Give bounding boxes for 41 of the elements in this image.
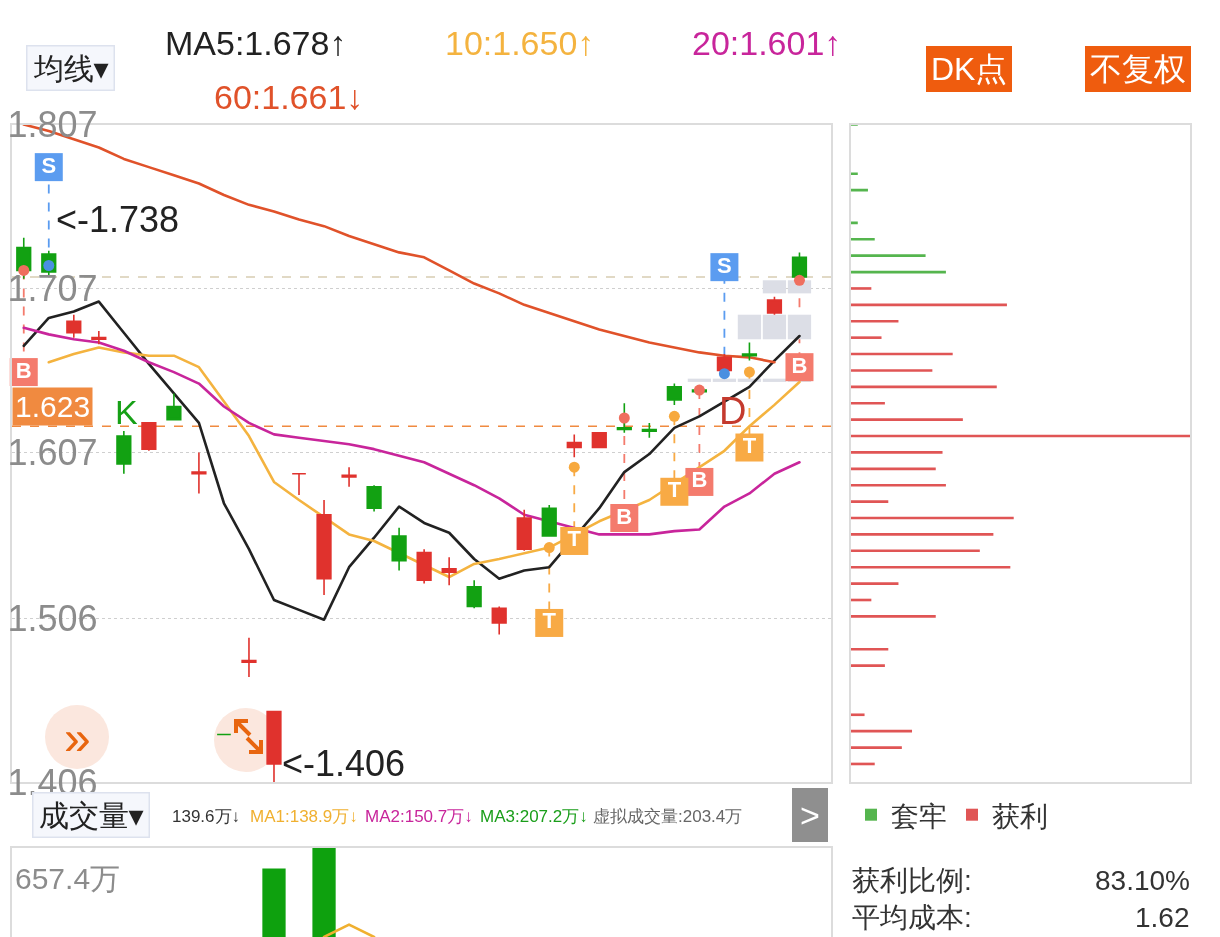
text: MA5:1.678↑ xyxy=(165,24,347,62)
annotation: 657.4万 xyxy=(15,862,121,895)
text: 平均成本: xyxy=(852,902,972,933)
data-label: B xyxy=(15,357,32,383)
data-label: B xyxy=(616,503,633,529)
y-tick-label: 1.607 xyxy=(7,432,98,474)
annotation: » xyxy=(64,711,91,764)
text: 虚拟成交量:203.4万 xyxy=(593,807,743,826)
data-label: T xyxy=(742,433,757,459)
text: 成交量▾ xyxy=(38,798,144,832)
data-label: T xyxy=(542,608,557,634)
data-label: S xyxy=(717,252,732,278)
text: 10:1.650↑ xyxy=(445,24,595,62)
data-label: S xyxy=(41,152,57,178)
y-tick-label: 1.807 xyxy=(7,104,98,146)
y-tick-label: 1.707 xyxy=(7,268,98,310)
legend-label: 套牢 xyxy=(891,800,947,832)
annotation: <-1.406 xyxy=(282,743,406,784)
text: 139.6万↓ xyxy=(172,807,241,826)
data-label: T xyxy=(567,526,582,552)
data-label: B xyxy=(791,352,808,378)
text: 83.10% xyxy=(1095,865,1190,896)
text: 不复权 xyxy=(1090,51,1186,87)
annotation: <-1.738 xyxy=(56,199,180,240)
legend-label: 获利 xyxy=(992,800,1048,832)
text: 1.62 xyxy=(1135,902,1190,933)
annotation: K xyxy=(115,393,138,431)
data-label: T xyxy=(667,477,682,503)
data-label: B xyxy=(691,467,708,493)
legend-label: MA3:207.2万↓ xyxy=(480,807,588,826)
text: 均线▾ xyxy=(32,51,109,85)
text: > xyxy=(800,796,820,834)
text: MA1:138.9万↓ xyxy=(250,807,358,826)
text: 获利比例: xyxy=(852,865,972,896)
ref-line-label: 1.623 xyxy=(15,390,91,423)
y-tick-label: 1.506 xyxy=(7,597,98,639)
text: DK点 xyxy=(931,51,1008,87)
text: 20:1.601↑ xyxy=(692,24,842,62)
annotation: D xyxy=(719,390,747,432)
text: 60:1.661↓ xyxy=(214,78,364,116)
legend-label: MA2:150.7万↓ xyxy=(365,807,473,826)
